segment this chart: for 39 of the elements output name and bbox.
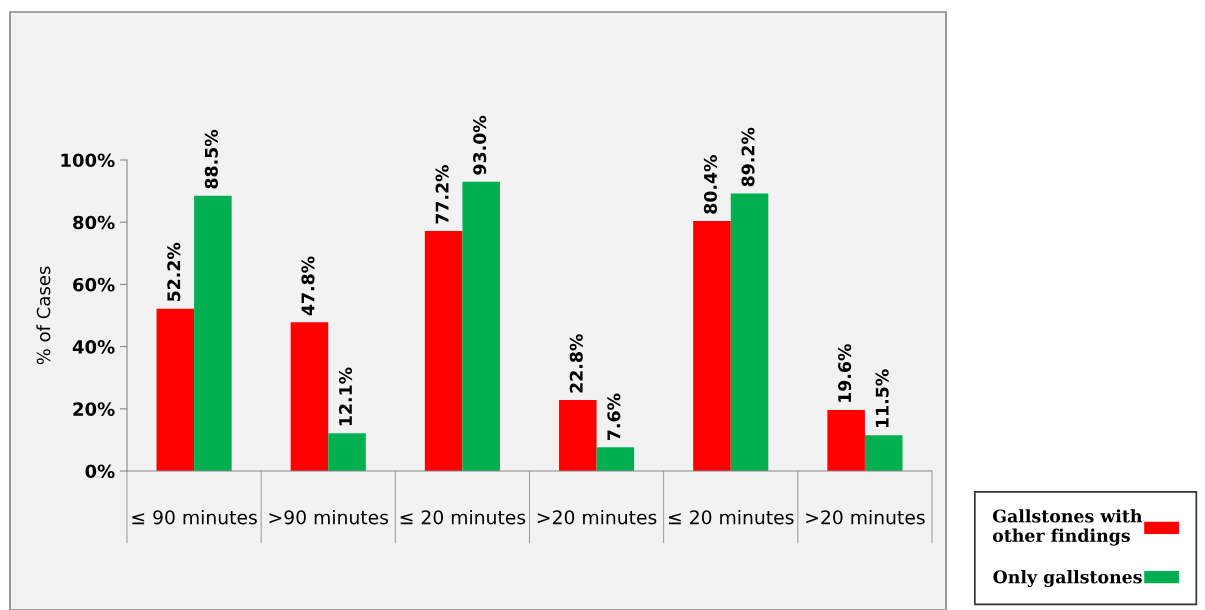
bar [559,400,597,471]
data-label: 47.8% [301,256,315,316]
data-label: 19.6% [838,344,852,402]
data-label: 22.8% [569,334,583,393]
x-tick-label: ≤ 20 minutes [669,509,794,525]
bar [194,195,232,471]
data-label: 52.2% [167,242,181,302]
bar [424,230,463,471]
y-tick-label: 0% [85,464,115,479]
data-label: 7.6% [607,393,621,440]
y-axis-title: % of Cases [36,266,51,365]
data-label: 80.4% [703,155,717,214]
bar [827,410,865,471]
bar [290,322,329,471]
bar [864,435,903,471]
bar [730,193,769,471]
y-tick-label: 40% [72,340,115,354]
legend-label: Only gallstones [993,569,1142,588]
x-tick-label: >20 minutes [537,509,657,525]
bar [462,181,500,471]
bar [693,220,731,471]
legend-label: Gallstones with other findings [992,509,1143,546]
data-label: 12.1% [338,367,353,426]
data-label: 93.0% [473,115,487,175]
x-tick-label: ≤ 20 minutes [400,509,526,525]
data-label: 89.2% [741,127,755,187]
bar [596,447,635,471]
data-label: 11.5% [875,369,889,428]
data-label: 88.5% [204,129,218,189]
x-tick-label: >90 minutes [269,509,389,525]
y-tick-label: 100% [61,153,115,168]
y-tick-label: 60% [73,277,115,292]
bar [328,433,366,471]
x-tick-label: >20 minutes [806,509,925,525]
y-tick-label: 80% [73,215,115,230]
data-label: 77.2% [435,165,449,224]
y-tick-label: 20% [73,402,115,416]
bar [156,308,195,471]
x-tick-label: ≤ 90 minutes [132,509,257,525]
